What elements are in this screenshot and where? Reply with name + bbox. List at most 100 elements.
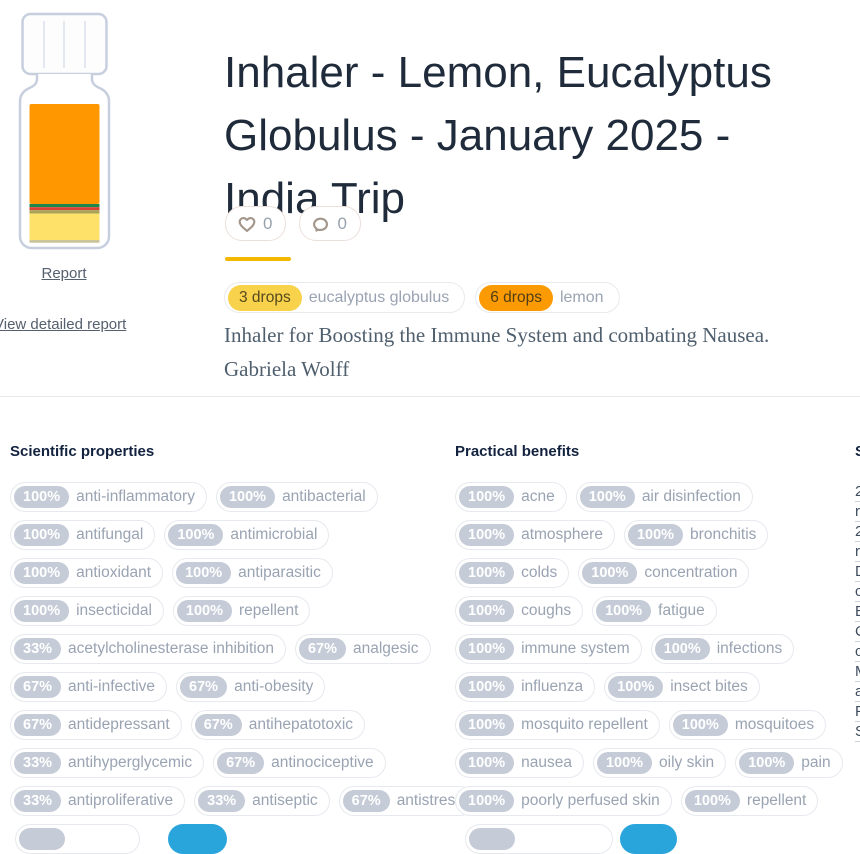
property-pill[interactable]: 100% antimicrobial (164, 520, 330, 550)
property-pill[interactable]: 100% colds (455, 558, 570, 588)
property-pill[interactable]: 100% infections (650, 634, 795, 664)
percent-badge: 100% (596, 599, 652, 623)
property-pill[interactable]: 100% insect bites (604, 672, 760, 702)
property-pill[interactable]: 100% antifungal (10, 520, 156, 550)
property-pill[interactable]: 100% coughs (455, 596, 584, 626)
study-link-line[interactable]: r (855, 502, 860, 522)
property-pill[interactable]: 67% antistress (338, 786, 476, 816)
percent-badge: 67% (342, 789, 390, 813)
like-count: 0 (263, 213, 273, 233)
property-pill[interactable]: 100% air disinfection (575, 482, 753, 512)
like-button[interactable]: 0 (225, 206, 287, 241)
drops-badge: 6 drops (479, 284, 553, 311)
property-pill[interactable]: 67% antidepressant (10, 710, 182, 740)
property-label: acne (521, 488, 555, 505)
property-pill[interactable]: 100% mosquitoes (668, 710, 827, 740)
property-pill[interactable]: 100% acne (455, 482, 567, 512)
property-label: antifungal (76, 526, 144, 543)
property-pill[interactable]: 67% antinociceptive (213, 748, 386, 778)
percent-badge: 100% (459, 523, 515, 547)
property-label: antibacterial (282, 488, 366, 505)
property-pill[interactable]: 67% antihepatotoxic (190, 710, 366, 740)
percent-badge: 100% (672, 713, 728, 737)
property-label: analgesic (353, 640, 419, 657)
property-label: antihyperglycemic (68, 754, 193, 771)
property-pill[interactable]: 100% bronchitis (623, 520, 769, 550)
percent-badge: 100% (459, 599, 515, 623)
property-label: repellent (239, 602, 299, 619)
property-pill[interactable]: 67% analgesic (294, 634, 431, 664)
property-pill[interactable]: 100% nausea (455, 748, 584, 778)
property-pill-clipped[interactable] (15, 824, 140, 854)
percent-badge: 100% (14, 523, 70, 547)
property-pill-selected-clipped[interactable] (168, 824, 227, 854)
pill-row: 100% anti-inflammatory 100% antibacterial (10, 482, 456, 512)
property-pill[interactable]: 100% antiparasitic (172, 558, 333, 588)
percent-badge: 100% (739, 751, 795, 775)
property-pill[interactable]: 100% repellent (172, 596, 311, 626)
property-pill[interactable]: 100% repellent (680, 786, 819, 816)
property-pill[interactable]: 33% acetylcholinesterase inhibition (10, 634, 286, 664)
percent-badge: 67% (194, 713, 242, 737)
study-link-line[interactable]: 2 (855, 482, 860, 502)
recipe-description: Inhaler for Boosting the Immune System a… (224, 318, 844, 386)
property-label: bronchitis (690, 526, 757, 543)
study-link-line[interactable]: C (855, 622, 860, 642)
property-label: poorly perfused skin (521, 792, 660, 809)
comment-icon (313, 217, 329, 232)
percent-badge: 100% (168, 523, 224, 547)
property-pill[interactable]: 33% antiproliferative (10, 786, 186, 816)
property-pill[interactable]: 100% anti-inflammatory (10, 482, 207, 512)
property-pill[interactable]: 100% insecticidal (10, 596, 164, 626)
page-title: Inhaler - Lemon, Eucalyptus Globulus - J… (224, 41, 860, 230)
pill-row: 100% mosquito repellent 100% mosquitoes (455, 710, 860, 740)
property-pill[interactable]: 100% antioxidant (10, 558, 164, 588)
property-pill-selected-clipped[interactable] (620, 824, 677, 854)
property-pill[interactable]: 100% concentration (578, 558, 750, 588)
property-pill[interactable]: 100% oily skin (592, 748, 727, 778)
property-label: coughs (521, 602, 572, 619)
property-pill[interactable]: 100% influenza (455, 672, 596, 702)
property-label: fatigue (658, 602, 705, 619)
pill-row: 100% antifungal 100% antimicrobial (10, 520, 456, 550)
property-pill[interactable]: 33% antiseptic (194, 786, 330, 816)
property-pill[interactable]: 100% atmosphere (455, 520, 615, 550)
report-link[interactable]: Report (41, 265, 87, 282)
study-link-line[interactable]: M (855, 662, 860, 682)
view-detailed-report-link[interactable]: View detailed report (0, 316, 127, 333)
study-link-line[interactable]: r (855, 542, 860, 562)
social-buttons: 0 0 (225, 206, 361, 241)
property-label: colds (521, 564, 558, 581)
page-title-line: Inhaler - Lemon, Eucalyptus (224, 48, 772, 98)
pill-row: 33% antiproliferative 33% antiseptic 67% anti… (10, 786, 476, 816)
studies-column-clipped: S 2r2rDcECcMaPS (855, 443, 860, 742)
comment-button[interactable]: 0 (299, 206, 361, 241)
ingredient-tag-lemon[interactable]: 6 drops lemon (475, 282, 620, 313)
study-link-line[interactable]: 2 (855, 522, 860, 542)
drops-badge: 3 drops (228, 284, 302, 311)
pill-row: 33% antihyperglycemic 67% antinociceptive (10, 748, 456, 778)
property-pill[interactable]: 100% pain (735, 748, 843, 778)
percent-badge: 67% (14, 675, 62, 699)
property-pill[interactable]: 67% anti-infective (10, 672, 168, 702)
study-link-line[interactable]: a (855, 682, 860, 702)
study-link-line[interactable]: E (855, 602, 860, 622)
property-pill[interactable]: 100% antibacterial (215, 482, 378, 512)
percent-badge (469, 828, 515, 850)
property-label: anti-inflammatory (76, 488, 195, 505)
study-link-line[interactable]: S (855, 722, 860, 742)
practical-benefits-column: Practical benefits 100% acne 100% air disin… (455, 443, 860, 824)
study-link-line[interactable]: D (855, 562, 860, 582)
ingredient-tag-eucalyptus[interactable]: 3 drops eucalyptus globulus (224, 282, 466, 313)
property-pill-clipped[interactable] (465, 824, 613, 854)
property-pill[interactable]: 100% mosquito repellent (455, 710, 660, 740)
study-link-line[interactable]: P (855, 702, 860, 722)
property-pill[interactable]: 33% antihyperglycemic (10, 748, 205, 778)
study-link-line[interactable]: c (855, 582, 860, 602)
property-pill[interactable]: 100% fatigue (592, 596, 717, 626)
study-link-line[interactable]: c (855, 642, 860, 662)
property-pill[interactable]: 100% immune system (455, 634, 642, 664)
author-name: Gabriela Wolff (224, 357, 350, 381)
property-pill[interactable]: 67% anti-obesity (176, 672, 326, 702)
property-pill[interactable]: 100% poorly perfused skin (455, 786, 672, 816)
